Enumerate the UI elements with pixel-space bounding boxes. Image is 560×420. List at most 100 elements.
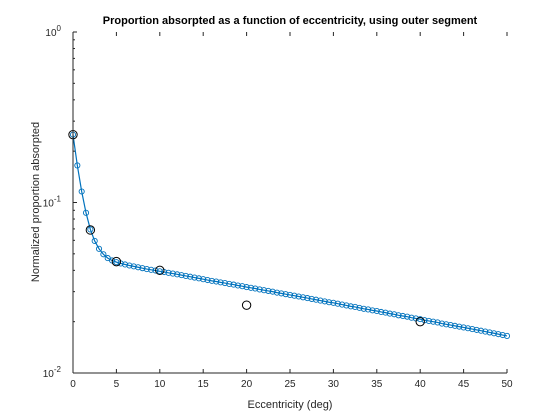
- x-tick-label: 5: [114, 379, 120, 390]
- data-point: [95, 245, 103, 252]
- data-point: [282, 291, 289, 298]
- data-point: [312, 296, 320, 303]
- data-point: [404, 313, 411, 320]
- data-point: [365, 306, 372, 313]
- data-point: [122, 261, 129, 268]
- y-tick-label: 100: [45, 24, 61, 39]
- data-point: [386, 310, 393, 317]
- data-point: [221, 279, 228, 287]
- measured-point: [241, 300, 252, 310]
- data-point: [408, 314, 415, 321]
- data-point: [395, 312, 402, 319]
- data-point: [434, 319, 441, 326]
- y-tick-label: 10-2: [43, 365, 62, 380]
- data-point: [174, 271, 181, 278]
- data-point: [503, 332, 511, 339]
- data-point: [152, 267, 159, 274]
- data-point: [321, 298, 328, 305]
- x-tick-label: 35: [371, 379, 383, 390]
- data-point: [482, 328, 489, 335]
- data-point: [304, 295, 311, 302]
- data-point: [343, 302, 350, 309]
- data-point: [256, 286, 263, 293]
- data-point: [330, 299, 337, 306]
- data-point: [187, 273, 194, 280]
- data-point: [191, 274, 198, 281]
- y-ticks: 100 10-1 10-2: [43, 24, 77, 380]
- data-point: [247, 284, 254, 291]
- data-point: [195, 275, 202, 282]
- series-layer: [68, 129, 511, 339]
- data-point: [239, 283, 246, 290]
- data-point: [317, 297, 324, 304]
- data-point: [378, 308, 385, 316]
- data-point: [382, 309, 389, 316]
- data-point: [417, 316, 424, 323]
- data-point: [269, 288, 276, 295]
- data-point: [473, 326, 480, 333]
- data-point: [326, 299, 333, 306]
- data-point: [273, 289, 281, 296]
- x-tick-label: 15: [198, 379, 210, 390]
- data-point: [230, 281, 237, 288]
- x-axis-title: Eccentricity (deg): [248, 399, 333, 411]
- chart-title: Proportion absorpted as a function of ec…: [103, 15, 478, 27]
- x-tick-label: 10: [154, 379, 166, 390]
- data-point: [200, 276, 207, 283]
- x-tick-label: 45: [458, 379, 470, 390]
- plot-area: 0 5 10 15 20 25 30 35 40 45 50 100 10-1 10-2: [43, 24, 513, 390]
- data-point: [113, 259, 120, 266]
- data-point: [430, 318, 437, 325]
- data-point: [295, 293, 302, 300]
- data-point: [352, 303, 359, 311]
- measured-point: [155, 265, 165, 276]
- data-point: [204, 276, 211, 284]
- data-point: [486, 329, 493, 336]
- data-point: [347, 303, 354, 310]
- data-point: [100, 251, 107, 258]
- data-point: [460, 324, 467, 331]
- data-point: [308, 295, 315, 302]
- measured-point: [85, 225, 96, 235]
- data-point: [126, 262, 133, 269]
- x-tick-label: 50: [501, 379, 513, 390]
- data-point: [438, 320, 445, 327]
- data-point: [182, 272, 189, 279]
- data-point: [456, 323, 463, 330]
- data-point: [213, 278, 220, 285]
- measured-point: [111, 256, 122, 267]
- x-tick-label: 0: [70, 379, 76, 390]
- data-point: [490, 330, 498, 337]
- axes-background: [73, 32, 507, 373]
- data-point: [356, 304, 363, 311]
- x-tick-label: 25: [284, 379, 296, 390]
- data-point: [499, 331, 506, 339]
- data-point: [143, 266, 150, 273]
- x-tick-label: 20: [241, 379, 253, 390]
- series-0: [69, 131, 511, 339]
- data-point: [252, 285, 259, 292]
- data-point: [130, 263, 137, 270]
- data-point: [369, 307, 376, 314]
- data-point: [425, 317, 432, 324]
- data-point: [495, 331, 502, 338]
- data-point: [217, 279, 224, 286]
- data-point: [165, 269, 172, 276]
- data-point: [74, 162, 81, 169]
- data-point: [234, 282, 241, 289]
- data-point: [265, 287, 272, 294]
- data-point: [135, 264, 142, 271]
- data-point: [299, 294, 307, 301]
- data-point: [87, 226, 94, 233]
- data-point: [226, 280, 233, 287]
- data-point: [391, 311, 398, 318]
- data-point: [339, 301, 346, 308]
- data-point: [451, 322, 458, 329]
- data-point: [148, 266, 155, 273]
- data-point: [243, 284, 250, 291]
- data-point: [208, 277, 215, 284]
- data-point: [464, 325, 471, 332]
- data-point: [447, 322, 454, 329]
- y-tick-label: 10-1: [43, 195, 62, 210]
